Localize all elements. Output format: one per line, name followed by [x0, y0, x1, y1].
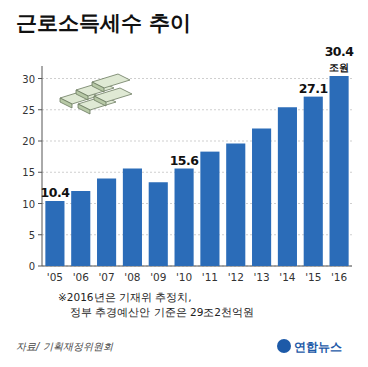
- tick-label: 30: [22, 74, 35, 85]
- icon-part: [76, 90, 88, 100]
- tick: [38, 78, 42, 79]
- tick: [38, 141, 42, 142]
- tick: [38, 203, 42, 204]
- bar: [45, 201, 64, 266]
- data-label: 30.4: [325, 44, 355, 59]
- icon-part: [94, 96, 106, 106]
- data-label: 10.4: [40, 185, 70, 200]
- category-label: '08: [124, 271, 140, 283]
- category-label: '09: [150, 271, 166, 283]
- tick-label: 20: [22, 136, 35, 147]
- chart: 근로소득세수 추이 0 5 10 15 20 25 30 '05 10.4 '06 '07 '08 '09…: [0, 0, 368, 367]
- bar: [226, 144, 245, 267]
- tick-label: 10: [22, 199, 35, 210]
- bar: [175, 169, 194, 267]
- category-label: '11: [202, 271, 218, 283]
- icon-part: [92, 82, 104, 92]
- category-label: '13: [253, 271, 269, 283]
- bar: [97, 179, 116, 267]
- icon-part: [60, 98, 72, 108]
- bar: [252, 129, 271, 267]
- title: 근로소득세수 추이: [16, 11, 191, 35]
- tick-label: 15: [22, 167, 35, 178]
- icon: [60, 74, 132, 114]
- source: 자료/ 기획재정위원회: [16, 341, 114, 352]
- bar: [123, 169, 142, 267]
- tick-label: 0: [29, 261, 35, 272]
- tick: [38, 109, 42, 110]
- grid: [38, 79, 352, 267]
- y-axis: [42, 66, 43, 266]
- tick-label: 5: [29, 230, 35, 241]
- category-label: '16: [331, 271, 348, 283]
- logo-mark: [277, 339, 291, 353]
- tick: [38, 172, 42, 173]
- category-label: '06: [73, 271, 90, 283]
- bar: [200, 152, 219, 266]
- bars: [45, 76, 348, 266]
- note: ※2016년은 기재위 추정치,: [58, 291, 192, 303]
- data-label: 15.6: [170, 153, 200, 168]
- bar: [149, 182, 168, 266]
- bar: [278, 107, 297, 266]
- tick-label: 25: [22, 105, 35, 116]
- data-label: 27.1: [299, 81, 328, 96]
- category-label: '07: [98, 271, 114, 283]
- category-label: '05: [47, 271, 63, 283]
- tick: [38, 234, 42, 235]
- labels: '05 10.4 '06 '07 '08 '09 '10 15.6 '11 '12 '13 '14 '1…: [40, 44, 354, 283]
- category-label: '12: [228, 271, 244, 283]
- category-label: '15: [305, 271, 321, 283]
- bar: [304, 97, 323, 266]
- bar: [71, 191, 90, 266]
- credit: 연합뉴스: [294, 340, 342, 354]
- icon-part: [78, 104, 90, 114]
- category-label: '14: [279, 271, 296, 283]
- note: 정부 추경예산안 기준은 29조2천억원: [70, 306, 254, 318]
- category-label: '10: [176, 271, 192, 283]
- unit-label: 조원: [329, 62, 349, 73]
- grid-line: [42, 78, 352, 79]
- tick: [38, 266, 42, 267]
- bar: [330, 76, 349, 266]
